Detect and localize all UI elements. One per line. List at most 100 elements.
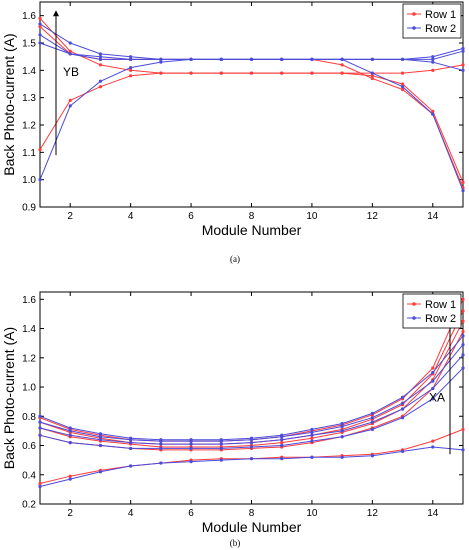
legend-label: Row 1 [425, 299, 456, 311]
data-point [129, 68, 133, 72]
data-point [68, 98, 72, 102]
data-point [38, 484, 42, 489]
data-point [129, 446, 133, 451]
data-point [431, 112, 435, 116]
data-point [370, 71, 374, 75]
series-line [39, 310, 464, 445]
data-point [219, 442, 223, 446]
data-point [370, 454, 374, 458]
y-tick-label: 0.8 [22, 412, 36, 423]
legend: Row 1 Row 2 [402, 3, 462, 39]
y-tick-label: 1.1 [22, 148, 36, 159]
data-point [370, 427, 374, 432]
data-point [461, 448, 465, 452]
series-line [39, 331, 464, 451]
data-point [68, 104, 72, 108]
data-point [189, 446, 193, 451]
data-point [189, 442, 193, 446]
y-tick-label: 0.6 [22, 441, 36, 452]
data-point [400, 449, 405, 453]
data-point [431, 60, 435, 64]
y-tick-label: 1.4 [22, 324, 36, 335]
data-point [38, 481, 42, 486]
x-tick-label: 6 [188, 211, 194, 222]
y-axis-label: Back Photo-current (A) [1, 33, 17, 175]
data-point [38, 426, 42, 430]
data-point [219, 458, 223, 462]
data-point [461, 189, 465, 193]
data-point [129, 57, 133, 62]
data-point [280, 440, 284, 445]
x-tick-label: 10 [306, 508, 318, 519]
plot-area [39, 291, 464, 505]
data-point [68, 49, 72, 53]
data-point [159, 446, 163, 451]
legend-label: Row 1 [425, 9, 456, 21]
y-tick-label: 1.0 [22, 175, 36, 186]
data-point [38, 16, 42, 20]
data-point [461, 46, 465, 51]
data-point [461, 319, 465, 323]
data-point [340, 424, 344, 429]
data-point [159, 60, 163, 64]
data-point [340, 455, 344, 459]
x-tick-label: 6 [188, 508, 194, 519]
y-tick-label: 1.0 [22, 383, 36, 394]
data-point [249, 445, 254, 449]
data-point [38, 178, 42, 182]
data-point [129, 464, 133, 468]
data-point [129, 55, 133, 59]
data-point [189, 57, 193, 62]
data-point [129, 66, 133, 70]
x-tick-label: 8 [249, 508, 255, 519]
data-point [431, 57, 435, 62]
data-point [249, 457, 254, 461]
series-line [39, 320, 464, 448]
data-point [189, 439, 193, 443]
y-tick-label: 1.3 [22, 93, 36, 104]
data-point [461, 180, 465, 184]
panel-label: (b) [230, 538, 241, 548]
data-point [461, 353, 465, 357]
legend-marker [412, 26, 416, 30]
data-point [310, 427, 314, 432]
series-line [39, 344, 464, 442]
x-tick-label: 4 [128, 508, 134, 519]
annotation-arrowhead [53, 10, 59, 17]
data-point [340, 63, 344, 67]
legend-label: Row 2 [425, 23, 456, 35]
data-point [370, 411, 374, 415]
data-point [159, 57, 163, 62]
data-point [340, 421, 344, 426]
series-line [39, 18, 464, 74]
data-point [68, 474, 72, 478]
data-point [400, 71, 405, 75]
data-point [400, 85, 405, 89]
data-point [68, 477, 72, 481]
annotation-label: YB [63, 65, 79, 79]
data-point [38, 433, 42, 437]
data-point [280, 443, 284, 448]
data-point [68, 429, 72, 433]
x-tick-label: 8 [249, 211, 255, 222]
data-point [38, 420, 42, 424]
legend-label: Row 2 [425, 313, 456, 325]
data-point [98, 63, 103, 67]
y-tick-label: 1.5 [22, 39, 36, 50]
data-point [431, 366, 435, 370]
y-tick-label: 0.2 [22, 500, 36, 511]
data-point [98, 55, 103, 59]
data-point [219, 439, 223, 443]
data-point [370, 76, 374, 81]
data-point [370, 74, 374, 78]
data-point [340, 429, 344, 433]
data-point [249, 440, 254, 445]
data-point [159, 442, 163, 446]
y-tick-label: 0.9 [22, 203, 36, 214]
x-tick-label: 12 [367, 211, 379, 222]
legend-box [402, 3, 462, 39]
x-axis-label: Module Number [202, 222, 302, 238]
data-point [98, 443, 103, 448]
data-point [38, 148, 42, 152]
data-point [431, 109, 435, 113]
